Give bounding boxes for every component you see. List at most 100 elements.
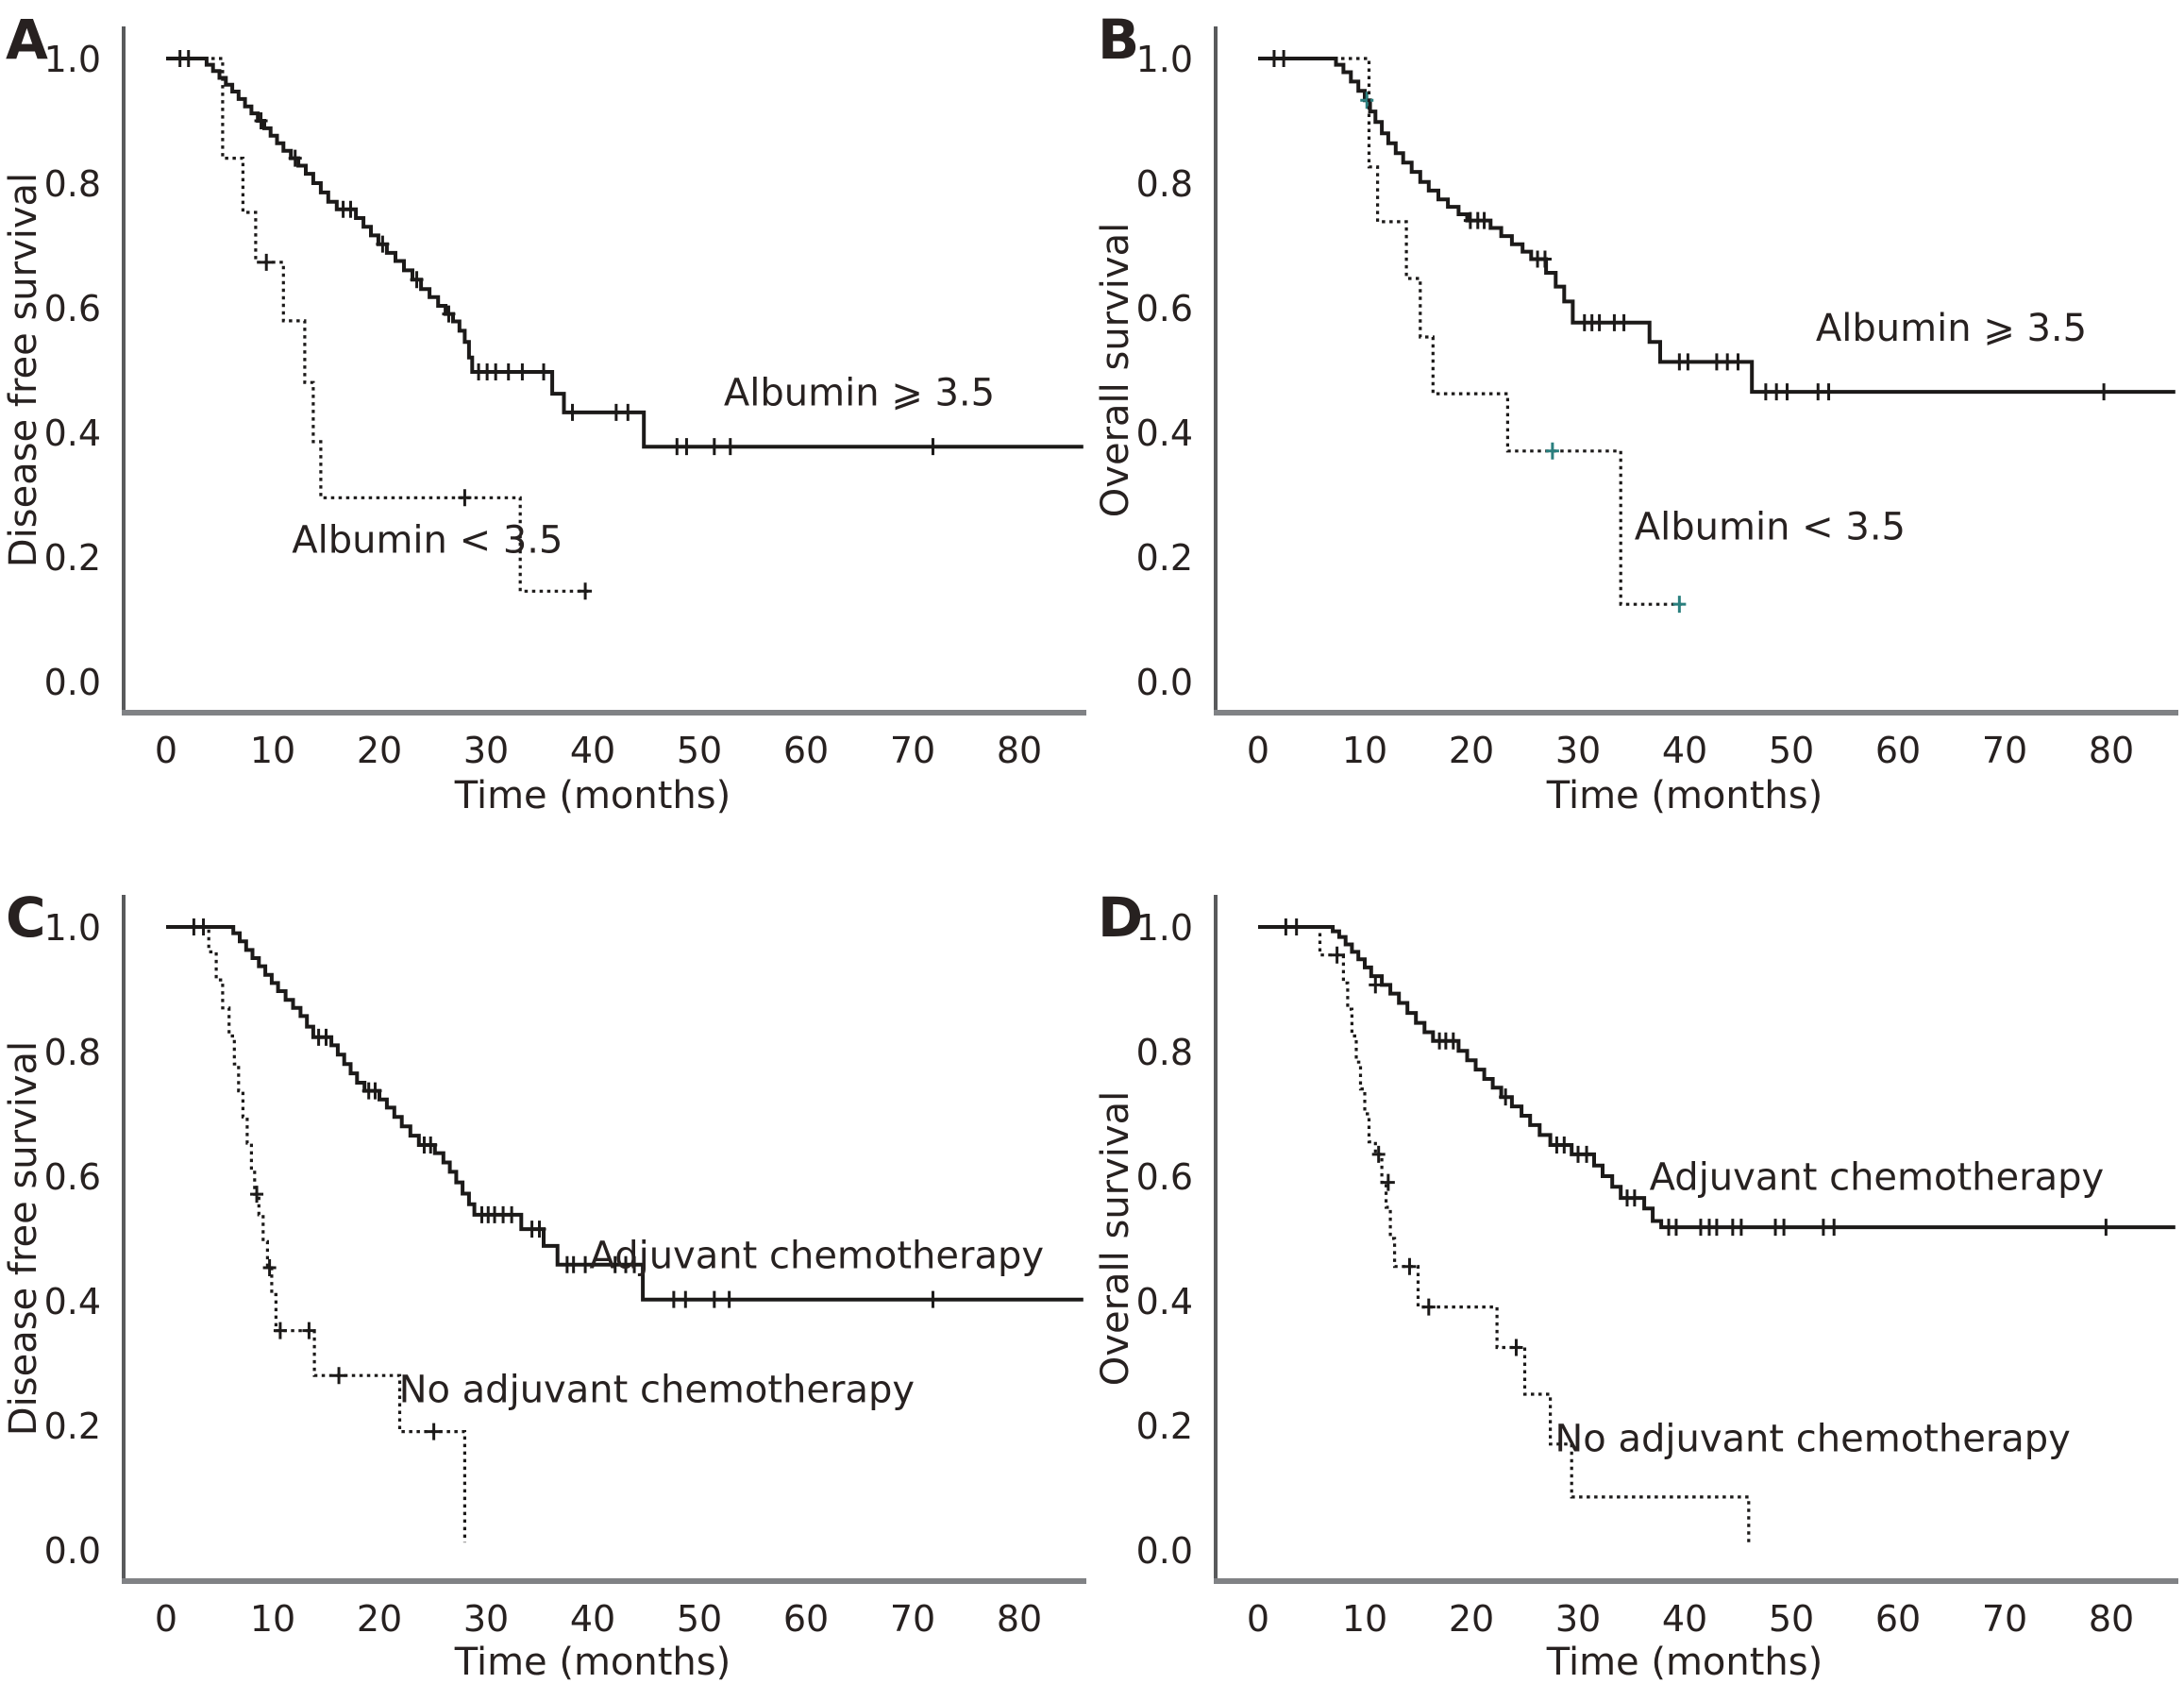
km-curve-dashed bbox=[1258, 57, 1682, 606]
curve-annotation: Adjuvant chemotherapy bbox=[1650, 1156, 2105, 1200]
x-tick-label: 10 bbox=[1342, 1598, 1387, 1640]
x-tick-label: 40 bbox=[1662, 730, 1707, 771]
x-axis-title: Time (months) bbox=[454, 1641, 731, 1684]
y-tick-label: 0.6 bbox=[44, 288, 101, 329]
x-tick-label: 0 bbox=[155, 1598, 177, 1640]
x-tick-label: 10 bbox=[250, 1598, 295, 1640]
km-curve-solid bbox=[166, 925, 1084, 1302]
y-tick-label: 0.6 bbox=[44, 1156, 101, 1198]
censor-mark bbox=[679, 1290, 693, 1308]
censor-mark bbox=[1509, 1339, 1523, 1356]
censor-mark bbox=[515, 362, 529, 380]
censor-mark bbox=[1381, 1173, 1395, 1191]
y-tick-label: 0.2 bbox=[44, 537, 101, 579]
x-tick-label: 60 bbox=[1875, 1598, 1921, 1640]
censor-mark bbox=[344, 200, 358, 218]
panel-a-disease-free-survival-albumin: A 1.0 0.8 0.6 0.4 0.2 0.0 0 10 20 30 40 50 60 70 80 Time… bbox=[0, 0, 1092, 842]
censor-mark bbox=[926, 438, 940, 456]
censor-mark bbox=[410, 271, 424, 289]
censor-mark bbox=[1421, 1298, 1436, 1316]
censor-mark bbox=[537, 362, 551, 380]
y-axis-title: Disease free survival bbox=[2, 173, 45, 567]
censor-mark bbox=[1780, 383, 1794, 401]
x-tick-label: 80 bbox=[2089, 730, 2134, 771]
km-plot-svg: C1.0 0.8 0.6 0.4 0.2 0.0 0 10 20 30 40 50 60 70 80 Time… bbox=[2, 885, 1086, 1684]
x-tick-label: 80 bbox=[997, 1598, 1042, 1640]
y-tick-label: 1.0 bbox=[44, 907, 101, 949]
censor-mark bbox=[579, 582, 593, 600]
y-tick-label: 1.0 bbox=[1136, 39, 1193, 80]
x-tick-label: 70 bbox=[890, 1598, 935, 1640]
panel-b-overall-survival-albumin: B 1.0 0.8 0.6 0.4 0.2 0.0 0 10 20 30 40 50 60 70 80 Time… bbox=[1092, 0, 2184, 842]
censor-mark bbox=[628, 1255, 642, 1273]
censor-mark bbox=[1446, 1032, 1460, 1050]
censor-mark bbox=[1822, 383, 1836, 401]
censor-mark bbox=[566, 1255, 580, 1273]
y-tick-label: 0.4 bbox=[1136, 413, 1193, 454]
x-tick-label: 20 bbox=[357, 1598, 402, 1640]
censor-mark bbox=[707, 438, 721, 456]
y-tick-label: 0.4 bbox=[1136, 1281, 1193, 1322]
censor-mark bbox=[489, 362, 503, 380]
curve-annotation: Albumin < 3.5 bbox=[1635, 506, 1906, 549]
censor-mark bbox=[1709, 1219, 1723, 1237]
censor-mark bbox=[250, 1186, 264, 1204]
y-tick-label: 0.8 bbox=[1136, 1032, 1193, 1073]
curve-annotation: No adjuvant chemotherapy bbox=[1554, 1418, 2070, 1461]
y-tick-label: 0.8 bbox=[1136, 163, 1193, 205]
censor-mark bbox=[319, 1028, 333, 1046]
censor-mark bbox=[262, 1259, 277, 1277]
censor-mark bbox=[1731, 353, 1745, 371]
censor-mark bbox=[273, 1322, 287, 1339]
y-tick-label: 0.0 bbox=[1136, 1530, 1193, 1572]
censor-mark bbox=[1371, 1145, 1386, 1163]
censor-mark bbox=[1403, 1257, 1417, 1275]
censor-mark bbox=[666, 1290, 680, 1308]
km-plot-svg: A1.0 0.8 0.6 0.4 0.2 0.0 0 10 20 30 40 50 60 70 80 Time… bbox=[2, 8, 1086, 817]
x-tick-label: 40 bbox=[1662, 1598, 1707, 1640]
y-tick-label: 0.4 bbox=[44, 1281, 101, 1322]
x-tick-label: 40 bbox=[570, 730, 615, 771]
censor-mark bbox=[501, 362, 515, 380]
x-tick-label: 30 bbox=[463, 1598, 509, 1640]
y-tick-label: 0.6 bbox=[1136, 288, 1193, 329]
censor-mark bbox=[532, 1221, 546, 1238]
km-plot-svg: D1.0 0.8 0.6 0.4 0.2 0.0 0 10 20 30 40 50 60 70 80 Time… bbox=[1094, 885, 2178, 1684]
y-tick-label: 0.6 bbox=[1136, 1156, 1193, 1198]
x-tick-label: 50 bbox=[677, 730, 722, 771]
x-tick-label: 50 bbox=[1769, 1598, 1814, 1640]
censor-mark bbox=[1681, 353, 1695, 371]
censor-mark bbox=[1777, 1219, 1791, 1237]
censor-mark bbox=[1537, 250, 1552, 268]
censor-mark bbox=[1580, 1145, 1594, 1163]
x-tick-label: 10 bbox=[250, 730, 295, 771]
x-tick-label: 0 bbox=[1247, 1598, 1269, 1640]
curve-annotation: Albumin ⩾ 3.5 bbox=[1816, 307, 2087, 350]
censor-mark bbox=[2099, 1219, 2113, 1237]
censor-mark bbox=[1734, 1219, 1748, 1237]
y-axis-title: Overall survival bbox=[1094, 223, 1137, 517]
censor-mark bbox=[2097, 383, 2111, 401]
censor-mark bbox=[1330, 946, 1344, 964]
x-tick-label: 30 bbox=[463, 730, 509, 771]
x-tick-label: 20 bbox=[1449, 1598, 1494, 1640]
censor-mark bbox=[579, 1255, 593, 1273]
panel-letter: B bbox=[1098, 8, 1139, 72]
censor-mark bbox=[565, 403, 580, 421]
panel-c-disease-free-survival-chemotherapy: C 1.0 0.8 0.6 0.4 0.2 0.0 0 10 20 30 40 50 60 70 80 Time… bbox=[0, 842, 1092, 1684]
x-tick-label: 70 bbox=[1982, 730, 2027, 771]
y-tick-label: 1.0 bbox=[44, 39, 101, 80]
censor-mark bbox=[1369, 976, 1383, 994]
censor-mark bbox=[1477, 211, 1491, 229]
censor-mark bbox=[680, 438, 694, 456]
censor-mark bbox=[722, 1290, 736, 1308]
censor-mark bbox=[442, 305, 456, 323]
censor-mark bbox=[707, 1290, 721, 1308]
x-tick-label: 70 bbox=[890, 730, 935, 771]
x-axis-title: Time (months) bbox=[1546, 774, 1823, 817]
y-tick-label: 0.4 bbox=[44, 413, 101, 454]
y-tick-label: 0.8 bbox=[44, 163, 101, 205]
km-curve-dashed bbox=[166, 925, 466, 1543]
y-tick-label: 0.0 bbox=[44, 662, 101, 703]
censor-mark bbox=[424, 1137, 438, 1154]
